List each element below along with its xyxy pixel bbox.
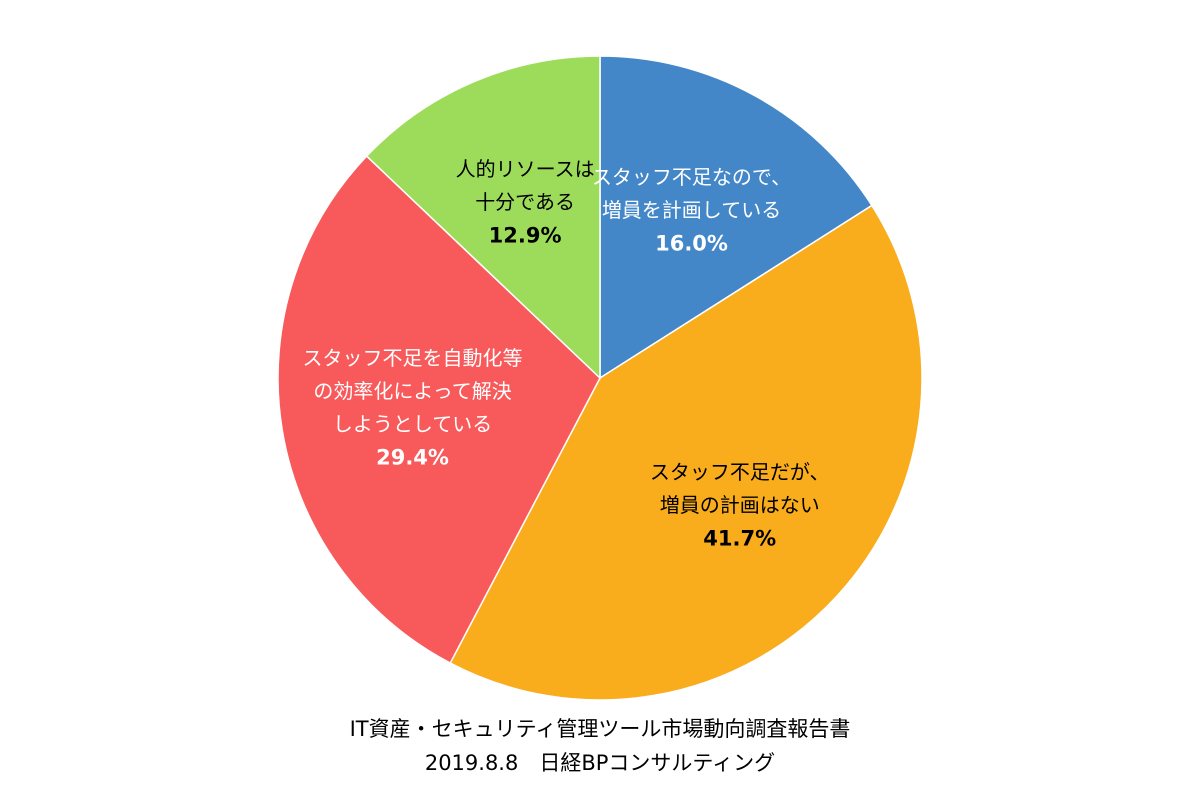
slice-label: スタッフ不足だが、 bbox=[650, 460, 830, 484]
value-label: 12.9% bbox=[489, 223, 562, 247]
value-label: 29.4% bbox=[376, 445, 449, 469]
slice-label: 増員を計画している bbox=[602, 198, 781, 222]
value-label: 41.7% bbox=[703, 527, 776, 551]
source-line: 2019.8.8 日経BPコンサルティング bbox=[425, 751, 775, 775]
pie-slice bbox=[599, 55, 873, 380]
slice-label: 増員の計画はない bbox=[660, 493, 820, 517]
source-line: IT資産・セキュリティ管理ツール市場動向調査報告書 bbox=[350, 717, 851, 741]
pie-slice bbox=[277, 155, 601, 665]
slice-label: 十分である bbox=[475, 190, 575, 214]
slice-label: 人的リソースは bbox=[456, 157, 595, 181]
slice-label: の効率化によって解決 bbox=[313, 379, 511, 403]
value-label: 16.0% bbox=[655, 232, 728, 256]
pie-slice bbox=[365, 55, 601, 380]
slice-label: スタッフ不足を自動化等 bbox=[303, 346, 523, 370]
slice-label: しようとしている bbox=[333, 412, 492, 436]
slice-label: スタッフ不足なので、 bbox=[592, 165, 791, 189]
pie-slice bbox=[449, 204, 923, 701]
